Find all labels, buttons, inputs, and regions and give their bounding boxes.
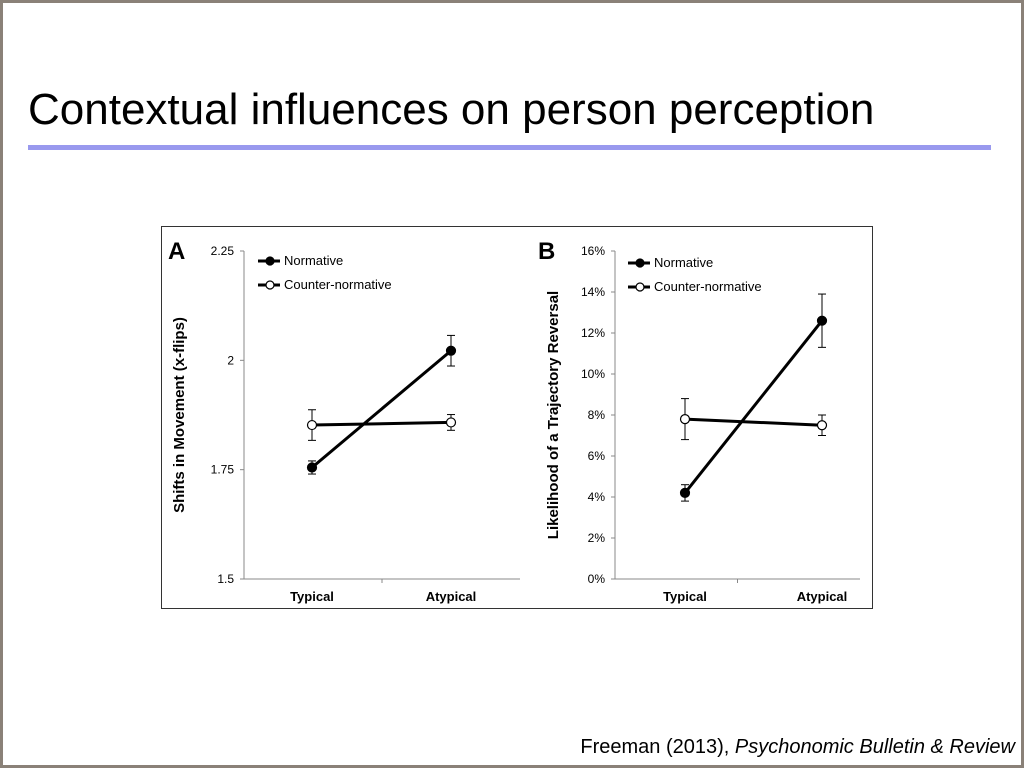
y-tick-label: 10% xyxy=(581,367,605,381)
y-tick-label: 16% xyxy=(581,244,605,258)
data-point-normative xyxy=(306,462,318,473)
y-tick-label: 0% xyxy=(588,572,606,586)
y-tick-label: 2.25 xyxy=(211,244,235,258)
data-point-normative xyxy=(445,345,457,356)
figure-panel: A Shifts in Movement (x-flips) 1.5 1.75 2 2.2… xyxy=(161,226,873,609)
legend-label: Normative xyxy=(654,255,713,270)
x-tick-label: Typical xyxy=(290,589,334,604)
series-line-normative xyxy=(311,349,452,469)
data-point-counter-normative xyxy=(445,417,457,428)
y-axis-label: Likelihood of a Trajectory Reversal xyxy=(545,291,562,539)
series-line-counter-normative xyxy=(311,420,452,427)
series-line-normative xyxy=(683,319,824,494)
citation-author: Freeman (2013), xyxy=(580,736,735,758)
y-tick-label: 14% xyxy=(581,285,605,299)
y-tick-label: 4% xyxy=(588,490,606,504)
data-point-counter-normative xyxy=(816,420,828,431)
x-tick-label: Atypical xyxy=(426,589,477,604)
slide-title: Contextual influences on person percepti… xyxy=(28,85,875,134)
y-tick-label: 1.5 xyxy=(217,572,234,586)
legend-marker xyxy=(635,258,645,268)
panel-letter-b: B xyxy=(538,238,555,265)
legend-marker xyxy=(265,256,275,266)
y-tick-label: 2 xyxy=(227,353,234,367)
legend-marker xyxy=(265,280,275,290)
citation: Freeman (2013), Psychonomic Bulletin & R… xyxy=(580,736,1015,759)
data-point-counter-normative xyxy=(679,414,691,425)
series-line-counter-normative xyxy=(684,417,823,427)
data-point-normative xyxy=(679,487,691,498)
legend-marker xyxy=(635,282,645,292)
data-point-counter-normative xyxy=(306,419,318,431)
legend-label: Normative xyxy=(284,253,343,268)
panel-letter-a: A xyxy=(168,238,185,265)
y-tick-label: 2% xyxy=(588,531,606,545)
y-axis-label: Shifts in Movement (x-flips) xyxy=(171,317,188,513)
y-tick-label: 12% xyxy=(581,326,605,340)
x-tick-label: Atypical xyxy=(797,589,848,604)
legend-label: Counter-normative xyxy=(284,277,392,292)
y-tick-label: 8% xyxy=(588,408,606,422)
title-underline xyxy=(28,145,991,150)
x-tick-label: Typical xyxy=(663,589,707,604)
citation-journal: Psychonomic Bulletin & Review xyxy=(734,736,1015,758)
y-tick-label: 1.75 xyxy=(211,463,235,477)
figure-svg: A Shifts in Movement (x-flips) 1.5 1.75 2 2.2… xyxy=(168,238,860,604)
legend-label: Counter-normative xyxy=(654,279,762,294)
data-point-normative xyxy=(816,315,828,326)
y-tick-label: 6% xyxy=(588,449,606,463)
